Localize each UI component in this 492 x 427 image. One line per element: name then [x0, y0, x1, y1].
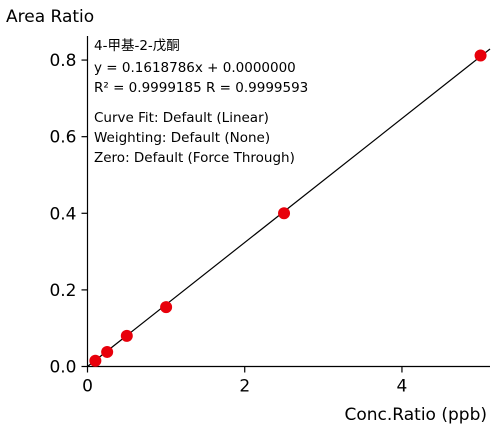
annotation-line: Weighting: Default (None) [94, 130, 270, 146]
data-point [89, 354, 102, 367]
data-point [120, 329, 133, 342]
data-points [89, 49, 487, 367]
y-tick-label: 0.4 [49, 204, 76, 224]
x-tick-label: 2 [239, 377, 250, 397]
x-tick-label: 0 [82, 377, 93, 397]
y-tick-label: 0.6 [49, 128, 76, 148]
y-axis-title: Area Ratio [6, 7, 94, 27]
x-tick-label: 4 [397, 377, 408, 397]
x-axis-ticks: 0 2 4 [82, 366, 408, 397]
regression-line [87, 48, 491, 367]
y-tick-label: 0.0 [49, 358, 76, 378]
annotation-line: Zero: Default (Force Through) [94, 150, 295, 166]
y-tick-label: 0.8 [49, 51, 76, 71]
annotation-line: 4-甲基-2-戊酮 [94, 37, 180, 54]
data-point [101, 345, 114, 358]
fit-annotations: 4-甲基-2-戊酮 y = 0.1618786x + 0.0000000 R² = … [94, 37, 308, 166]
x-axis-title: Conc.Ratio (ppb) [345, 405, 487, 425]
annotation-line: R² = 0.9999185 R = 0.9999593 [94, 80, 308, 96]
y-tick-label: 0.2 [49, 281, 76, 301]
data-point [160, 301, 173, 314]
y-axis-ticks: 0.0 0.2 0.4 0.6 0.8 [49, 51, 88, 378]
data-point [474, 49, 487, 62]
annotation-line: y = 0.1618786x + 0.0000000 [94, 60, 296, 76]
annotation-line: Curve Fit: Default (Linear) [94, 110, 269, 126]
data-point [278, 207, 291, 220]
